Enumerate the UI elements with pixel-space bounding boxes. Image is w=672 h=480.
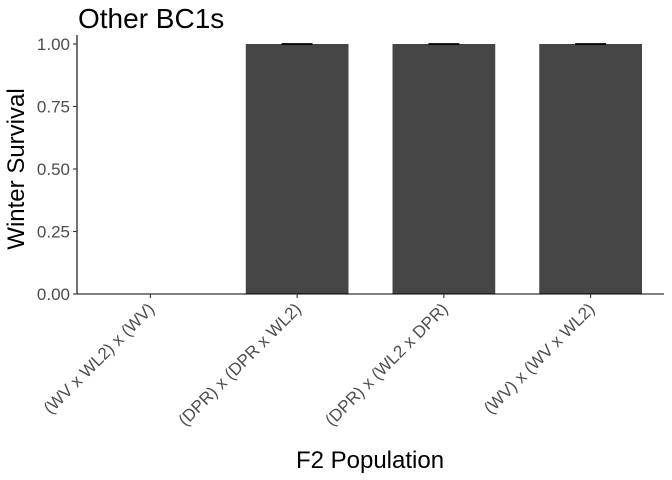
y-tick-label: 0.75 bbox=[37, 98, 70, 117]
x-tick-label: (DPR) x (WL2 x DPR) bbox=[321, 299, 451, 429]
y-axis-ticks: 0.00 0.25 0.50 0.75 1.00 bbox=[37, 35, 77, 304]
y-tick-label: 1.00 bbox=[37, 35, 70, 54]
bars-group bbox=[245, 44, 642, 294]
x-tick-label: (WV) x (WV x WL2) bbox=[480, 299, 598, 417]
chart-title: Other BC1s bbox=[78, 3, 224, 34]
x-tick-label: (WV x WL2) x (WV) bbox=[40, 299, 158, 417]
y-tick-label: 0.50 bbox=[37, 160, 70, 179]
bar-3 bbox=[392, 44, 496, 294]
x-axis-title: F2 Population bbox=[296, 447, 444, 474]
y-axis-title: Winter Survival bbox=[3, 88, 30, 249]
y-tick-label: 0.25 bbox=[37, 223, 70, 242]
y-tick-label: 0.00 bbox=[37, 285, 70, 304]
x-axis-ticks: (WV x WL2) x (WV) (DPR) x (DPR x WL2) (DPR… bbox=[40, 294, 598, 430]
x-tick-label: (DPR) x (DPR x WL2) bbox=[175, 299, 305, 429]
bar-4 bbox=[539, 44, 642, 294]
bar-2 bbox=[245, 44, 349, 294]
